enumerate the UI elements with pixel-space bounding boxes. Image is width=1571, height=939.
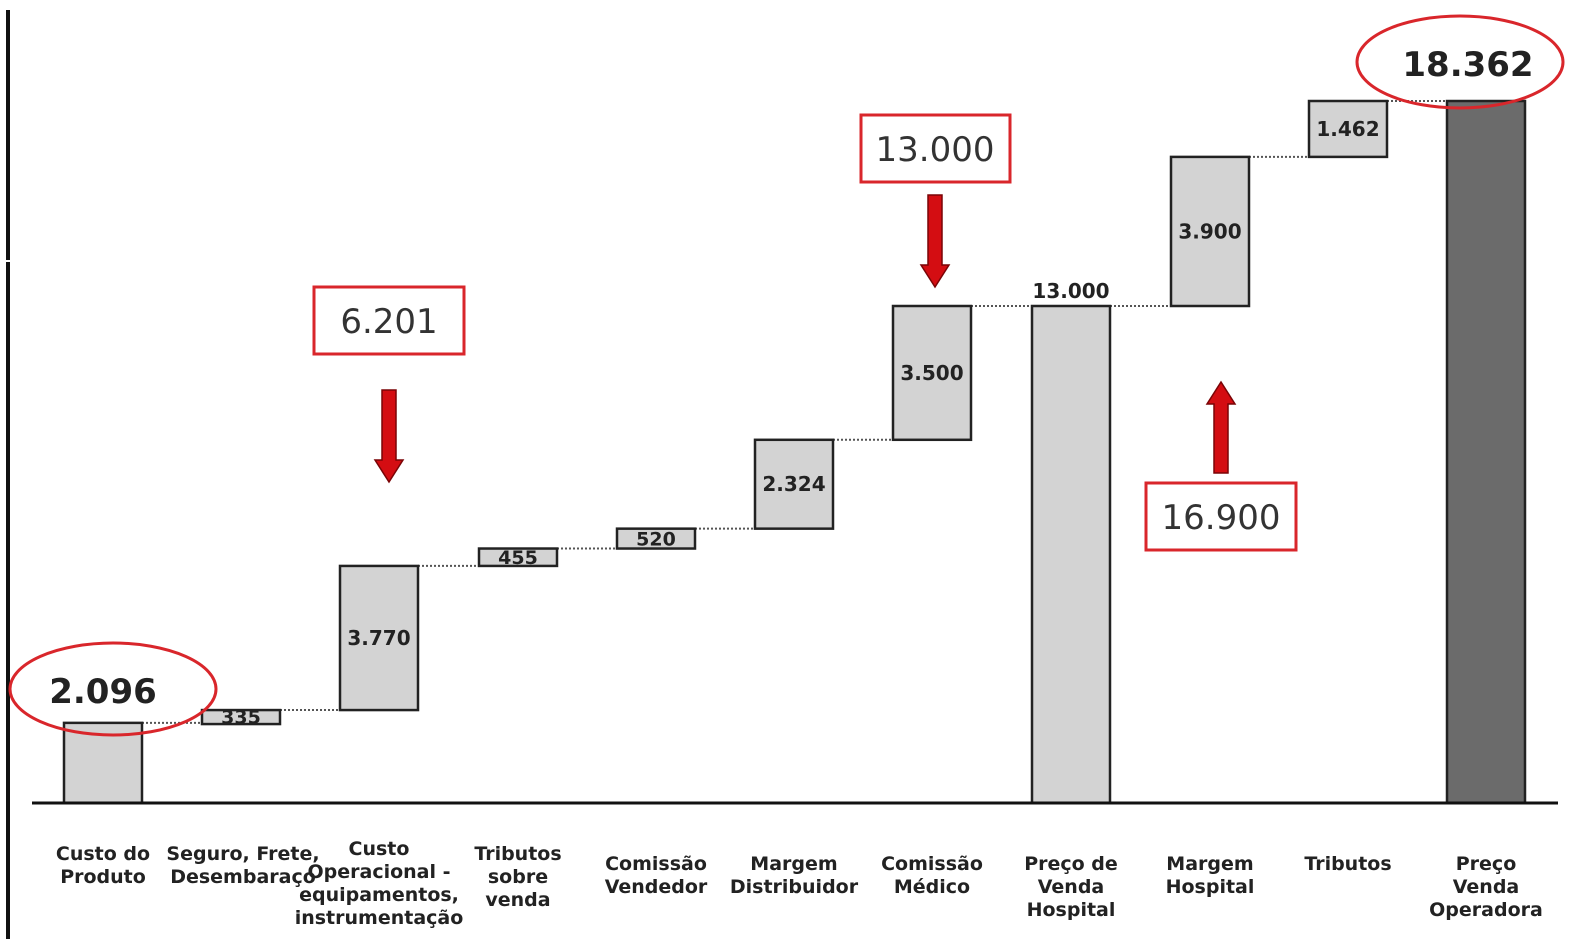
category-label: Preço de Venda Hospital (1024, 853, 1118, 921)
callout-value: 6.201 (340, 302, 437, 342)
category-label: Margem Hospital (1166, 853, 1255, 898)
bar (200, 708, 282, 726)
category-label: Comissão Vendedor (605, 853, 708, 898)
bar (1445, 99, 1527, 805)
bar (615, 527, 697, 550)
data-label: 520 (636, 529, 676, 551)
category-label: Seguro, Frete, Desembaraço (166, 843, 319, 888)
category-label: Tributos (1304, 853, 1391, 875)
category-label: Custo Operacional -equipamentos, instrumen… (295, 838, 464, 929)
callout-box (1144, 481, 1298, 552)
left-rule-bottom (6, 262, 10, 939)
category-label: Margem Distribuidor (730, 853, 859, 898)
data-label: 455 (498, 547, 538, 569)
category-label: Preço Venda Operadora (1429, 853, 1543, 921)
data-label: 13.000 (1032, 279, 1109, 303)
data-label: 3.770 (347, 626, 410, 650)
callout-box (859, 113, 1012, 184)
category-label: Comissão Médico (881, 853, 983, 898)
data-label: 2.096 (49, 672, 157, 712)
arrow-up-icon (1205, 380, 1237, 474)
highlight-ellipse (8, 641, 218, 737)
highlight-ellipse (1355, 14, 1565, 110)
data-label: 3.500 (900, 361, 963, 385)
data-label: 18.362 (1402, 45, 1533, 85)
category-label: Tributos sobre venda (474, 843, 561, 911)
data-label: 1.462 (1316, 117, 1379, 141)
data-label: 3.900 (1178, 219, 1241, 243)
arrow-down-icon (919, 194, 951, 289)
left-rule-top (6, 10, 10, 260)
callout-value: 16.900 (1162, 498, 1281, 538)
bar (891, 304, 973, 442)
callout-box (312, 285, 466, 356)
data-label: 335 (221, 706, 261, 728)
bar (477, 547, 559, 568)
bar (753, 438, 835, 530)
bar (1307, 99, 1389, 159)
category-label: Custo do Produto (56, 843, 150, 888)
bar (338, 564, 420, 712)
arrow-down-icon (373, 389, 405, 484)
data-label: 2.324 (762, 472, 825, 496)
callout-value: 13.000 (876, 130, 995, 170)
bar (1169, 155, 1251, 308)
bar (1030, 304, 1112, 805)
